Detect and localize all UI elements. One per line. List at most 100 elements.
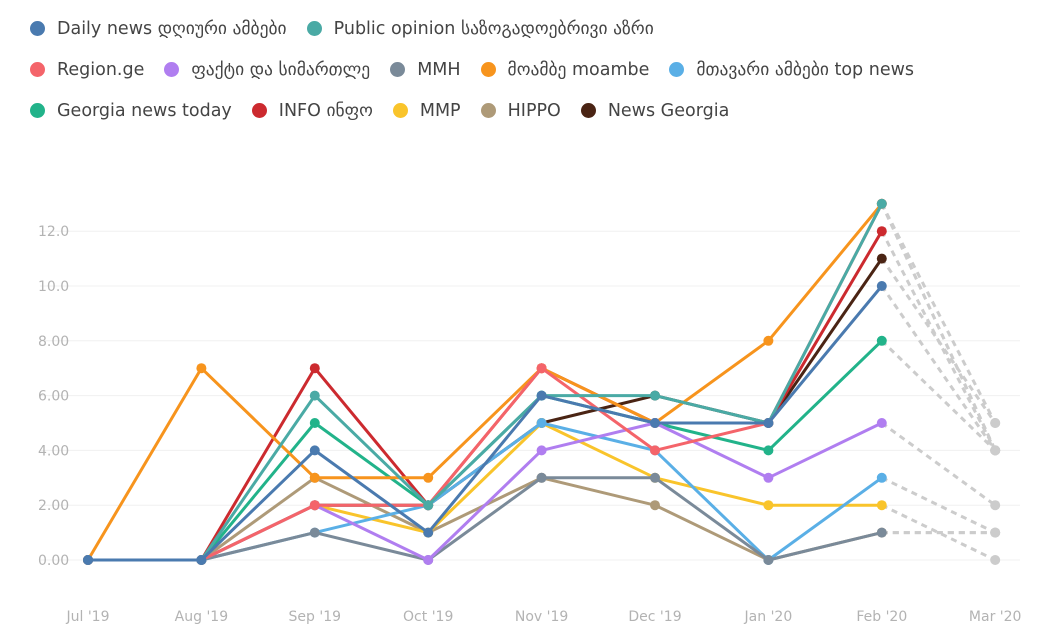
data-point [650,472,660,483]
legend-item-mmp[interactable]: MMP [392,100,461,121]
data-point [876,418,887,428]
series-line [86,476,884,562]
legend-item-fakti[interactable]: ფაქტი და სიმართლე [164,60,370,80]
y-tick-label: 6.00 [38,389,69,405]
series-line [86,421,884,562]
x-tick-label: Nov '19 [515,609,568,625]
y-tick-label: 10.0 [38,279,69,295]
y-tick-label: 12.0 [38,224,69,240]
legend: Daily news დღიური ამბები Public opinion … [30,8,1045,131]
series-line [86,202,884,562]
legend-label: მოამბე moambe [507,59,650,80]
legend-item-top-news[interactable]: მთავარი ამბები top news [669,60,914,80]
legend-swatch [30,103,45,118]
y-tick-label: 4.00 [38,443,69,459]
data-point [876,500,887,511]
data-point [196,363,207,374]
series-line [86,421,884,562]
x-tick-label: Sep '19 [289,609,342,625]
legend-label: მთავარი ამბები top news [696,59,915,80]
series-line [86,257,884,562]
projected-segment [880,285,997,452]
projected-point [990,555,1001,565]
legend-label: INFO ინფო [278,100,373,121]
data-point [536,472,547,483]
legend-item-info[interactable]: INFO ინფო [251,100,373,121]
legend-item-public-opinion[interactable]: Public opinion საზოგადოებრივი აზრი [306,19,654,39]
legend-label: ფაქტი და სიმართლე [191,59,371,80]
data-point [876,472,887,483]
projected-point [990,445,1001,456]
y-tick-label: 0.00 [38,553,69,569]
data-point [876,198,887,209]
data-point [536,445,547,456]
data-point [876,226,887,237]
legend-swatch [30,62,45,77]
legend-item-georgia-news-today[interactable]: Georgia news today [30,101,232,121]
projected-segment [880,203,997,424]
data-point [309,445,320,456]
legend-row: Georgia news today INFO ინფო MMP HIPPO N… [30,90,1045,131]
data-point [650,418,660,428]
legend-label: Region.ge [57,59,145,80]
data-point [309,500,320,511]
x-tick-label: Jan '20 [744,609,793,625]
series-line [86,202,884,562]
x-tick-label: Jul '19 [65,609,109,625]
data-point [423,527,434,538]
data-point [309,390,320,401]
projected-segment [881,476,996,534]
data-point [876,527,887,538]
legend-row: Region.ge ფაქტი და სიმართლე MMH მოამბე m… [30,49,1045,90]
projected-segment [880,339,997,452]
legend-swatch [480,103,496,118]
projected-segment [880,421,997,507]
projected-segment [880,257,997,424]
legend-row: Daily news დღიური ამბები Public opinion … [30,8,1045,49]
data-point [876,335,887,346]
data-point [423,472,434,483]
projected-segment [881,503,996,562]
legend-label: Georgia news today [57,100,232,121]
data-point [309,418,320,428]
data-point [876,253,887,264]
data-point [423,555,434,565]
data-point [763,445,774,456]
y-tick-label: 8.00 [38,334,69,350]
x-tick-label: Mar '20 [969,609,1022,625]
data-point [763,555,774,565]
legend-swatch [251,103,267,118]
data-point [536,390,547,401]
data-point [650,500,660,511]
projected-point [990,500,1001,511]
legend-item-news-georgia[interactable]: News Georgia [580,101,729,121]
legend-item-hippo[interactable]: HIPPO [480,101,561,121]
projected-point [990,418,1001,428]
series-line [86,284,884,562]
legend-item-moambe[interactable]: მოამბე moambe [480,59,650,80]
legend-swatch [306,21,322,36]
data-point [763,418,774,428]
legend-label: MMH [417,59,461,80]
x-tick-label: Oct '19 [403,609,453,625]
legend-swatch [392,103,408,118]
data-point [309,472,320,483]
data-point [876,281,887,291]
legend-label: MMP [419,100,461,121]
x-tick-label: Aug '19 [175,609,228,625]
data-point [536,418,547,428]
data-point [763,335,774,346]
y-tick-label: 2.00 [38,498,69,514]
legend-label: Daily news დღიური ამბები [57,18,287,39]
legend-swatch [30,21,45,36]
data-point [83,555,93,565]
legend-item-region-ge[interactable]: Region.ge [30,60,144,80]
legend-swatch [164,62,180,77]
legend-item-daily-news[interactable]: Daily news დღიური ამბები [30,19,287,39]
legend-item-mmh[interactable]: MMH [390,59,461,80]
projected-segment [880,203,997,452]
data-point [196,555,207,565]
data-point [309,363,320,374]
data-point [763,472,774,483]
